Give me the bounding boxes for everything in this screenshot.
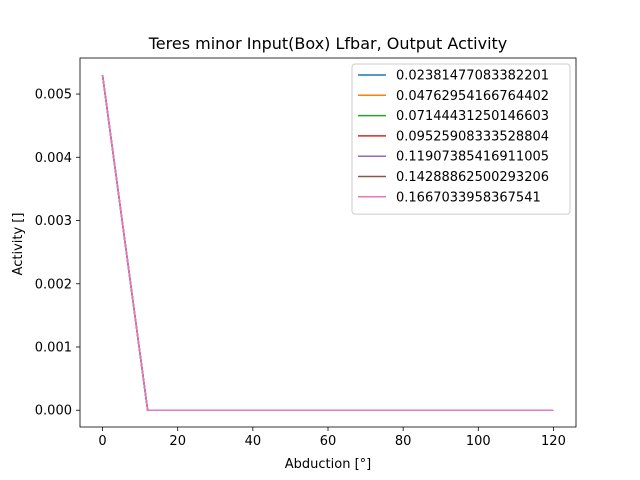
- x-tick-label: 60: [320, 434, 337, 449]
- y-tick-label: 0.003: [35, 214, 72, 229]
- x-tick-label: 40: [245, 434, 262, 449]
- y-axis-label: Activity []: [11, 213, 26, 276]
- legend: 0.02381477083382201 0.04762954166764402 0.…: [351, 63, 571, 215]
- x-tick-label: 100: [466, 434, 491, 449]
- legend-entry: 0.09525908333528804: [396, 129, 549, 144]
- y-tick-label: 0.005: [35, 88, 72, 103]
- y-tick-label: 0.000: [35, 404, 72, 419]
- x-tick-label: 120: [541, 434, 566, 449]
- legend-entry: 0.04762954166764402: [396, 89, 549, 104]
- x-tick-label: 0: [98, 434, 106, 449]
- x-tick-label: 20: [169, 434, 186, 449]
- legend-entry: 0.14288862500293206: [396, 170, 549, 185]
- series-line-7: [101, 74, 554, 411]
- legend-entry: 0.11907385416911005: [396, 150, 549, 165]
- y-tick-label: 0.001: [35, 341, 72, 356]
- x-axis-label: Abduction [°]: [285, 457, 371, 472]
- y-tick-label: 0.002: [35, 277, 72, 292]
- legend-entry: 0.07144431250146603: [396, 109, 549, 124]
- x-tick-label: 80: [395, 434, 412, 449]
- legend-entry: 0.02381477083382201: [396, 69, 549, 84]
- legend-box: [351, 63, 571, 215]
- legend-entry: 0.1667033958367541: [396, 190, 541, 205]
- plot-area: [101, 74, 554, 411]
- y-tick-label: 0.004: [35, 151, 72, 166]
- chart-title: Teres minor Input(Box) Lfbar, Output Act…: [148, 34, 508, 53]
- axes: 0 20 40 60 80 100 120 0.000 0.001 0.002 0.003 0.004…: [35, 57, 577, 449]
